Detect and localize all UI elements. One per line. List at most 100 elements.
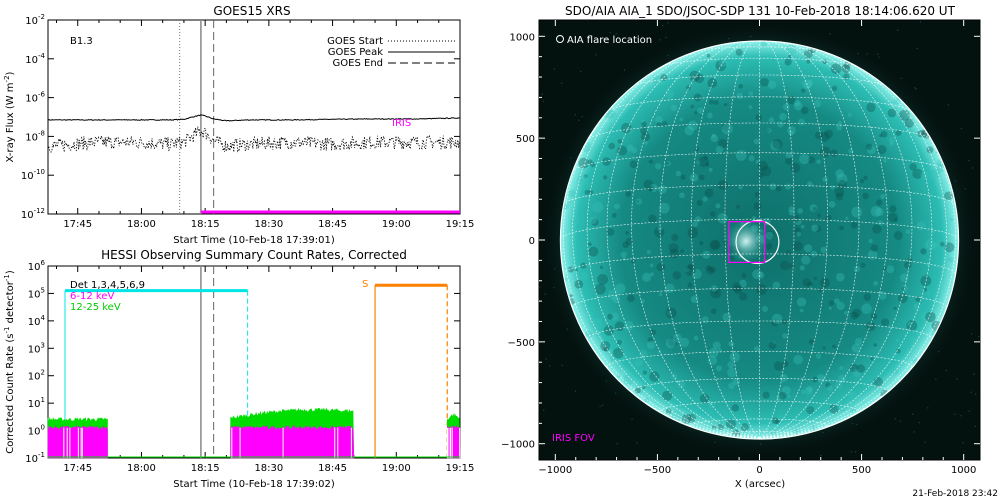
aia-disk-mottle (887, 108, 897, 118)
aia-disk-mottle (835, 192, 844, 201)
aia-disk-mottle (655, 115, 663, 124)
aia-noise-pixel (970, 333, 973, 335)
aia-xtick-label: −1000 (538, 465, 572, 476)
aia-disk-mottle (947, 256, 954, 263)
aia-disk-mottle (643, 179, 654, 190)
aia-disk-mottle (776, 186, 782, 192)
aia-disk-mottle (610, 312, 619, 322)
aia-disk-mottle (825, 76, 831, 83)
hessi-y-axis-label: Corrected Count Rate (s-1 detector-1) (3, 270, 16, 454)
aia-disk-mottle (696, 160, 702, 165)
aia-xtick-label: −500 (644, 465, 671, 476)
aia-noise-pixel (978, 335, 980, 338)
aia-disk-mottle (757, 160, 768, 171)
aia-disk-mottle (873, 343, 878, 347)
aia-disk-mottle (662, 390, 673, 401)
aia-disk-mottle (897, 293, 908, 304)
aia-disk-mottle (718, 348, 722, 352)
aia-disk-mottle (799, 265, 805, 271)
aia-noise-pixel (539, 236, 541, 238)
aia-disk-mottle (789, 57, 799, 67)
aia-disk-mottle (705, 265, 712, 271)
aia-disk-mottle (699, 393, 710, 404)
aia-disk-mottle (824, 129, 834, 139)
aia-disk-mottle (836, 173, 848, 185)
aia-disk-mottle (866, 145, 876, 155)
aia-disk-mottle (841, 64, 851, 73)
aia-disk-mottle (896, 348, 901, 354)
aia-disk-mottle (687, 263, 694, 270)
aia-disk-mottle (806, 406, 815, 415)
aia-disk-mottle (687, 282, 693, 288)
goes-xtick-label: 18:45 (318, 219, 347, 230)
aia-disk-mottle (710, 308, 717, 315)
aia-disk-mottle (865, 143, 873, 150)
hessi-6-12keV-band (447, 425, 461, 459)
aia-disk-mottle (646, 340, 656, 349)
aia-disk-mottle (930, 171, 939, 181)
aia-noise-pixel (580, 70, 582, 73)
aia-disk-mottle (668, 242, 679, 253)
aia-disk-mottle (665, 160, 671, 167)
aia-latitude-line (659, 57, 860, 69)
hessi-ytick-label: 103 (28, 341, 45, 355)
goes-xtick-label: 18:00 (127, 219, 156, 230)
aia-latitude-line (563, 184, 956, 206)
aia-disk-mottle (684, 267, 690, 273)
aia-noise-pixel (636, 442, 638, 444)
aia-disk-mottle (740, 423, 749, 432)
aia-disk-mottle (835, 169, 845, 178)
aia-disk-mottle (684, 125, 695, 136)
aia-noise-pixel (894, 418, 896, 420)
aia-longitude-line (759, 46, 947, 439)
aia-disk-mottle (705, 162, 710, 167)
aia-noise-pixel (960, 415, 962, 417)
aia-disk-mottle (754, 191, 761, 198)
aia-disk-mottle (669, 248, 680, 259)
aia-disk-mottle (611, 213, 617, 218)
aia-disk-mottle (599, 265, 604, 269)
goes-legend-peak-label: GOES Peak (328, 47, 383, 58)
hessi-legend: Det 1,3,4,5,6,9 6-12 keV 12-25 keV (70, 280, 145, 313)
aia-disk-mottle (727, 367, 738, 378)
aia-noise-pixel (968, 410, 970, 412)
aia-noise-pixel (968, 159, 970, 162)
aia-disk-mottle (807, 281, 814, 289)
aia-disk-mottle (834, 298, 840, 304)
aia-disk-mottle (849, 363, 859, 373)
aia-noise-pixel (855, 451, 857, 453)
aia-disk-mottle (793, 241, 803, 251)
aia-disk-mottle (851, 206, 863, 218)
aia-disk-mottle (755, 159, 760, 164)
aia-noise-pixel (973, 373, 975, 375)
aia-disk-mottle (642, 385, 646, 390)
aia-disk-mottle (819, 277, 831, 288)
aia-disk-mottle (728, 340, 735, 347)
aia-disk-mottle (739, 292, 748, 301)
aia-disk-mottle (872, 224, 882, 234)
aia-disk-mottle (710, 240, 720, 250)
aia-disk-mottle (785, 157, 793, 165)
aia-noise-pixel (586, 36, 589, 38)
aia-disk-mottle (578, 200, 582, 205)
aia-disk-mottle (830, 63, 842, 75)
aia-ytick-label: 0 (529, 236, 535, 247)
hessi-6-12keV-band (230, 425, 355, 459)
aia-disk-mottle (820, 246, 828, 254)
aia-ytick-label: −500 (508, 338, 535, 349)
aia-disk-mottle (687, 413, 697, 423)
aia-disk-mottle (696, 200, 703, 207)
aia-noise-pixel (623, 69, 626, 71)
goes-legend: GOES Start GOES Peak GOES End (327, 36, 455, 69)
aia-disk-mottle (852, 308, 862, 318)
aia-longitude-line (606, 42, 760, 439)
aia-disk-mottle (856, 364, 866, 373)
aia-disk-mottle (710, 287, 722, 299)
aia-disk-mottle (625, 237, 633, 246)
aia-disk-mottle (761, 305, 769, 312)
aia-disk-mottle (836, 301, 845, 311)
aia-disk-mottle (616, 339, 622, 346)
aia-disk-mottle (615, 283, 626, 294)
aia-disk-mottle (761, 166, 772, 177)
aia-flare-legend-label: AIA flare location (567, 35, 652, 46)
